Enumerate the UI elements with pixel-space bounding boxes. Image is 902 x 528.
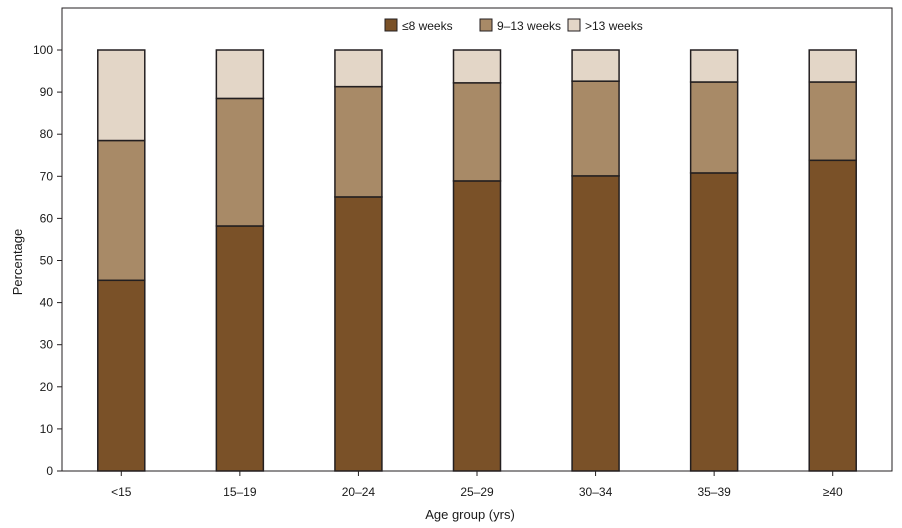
- y-tick-label: 50: [40, 254, 54, 268]
- bar-segment: [808, 159, 857, 472]
- bar-segment: [689, 49, 739, 83]
- bar-segment: [97, 279, 146, 472]
- legend-label: ≤8 weeks: [402, 19, 453, 33]
- bar-segment: [215, 49, 265, 100]
- bar-segment: [452, 49, 502, 84]
- bar-segment: [808, 81, 857, 162]
- x-tick-label: 25–29: [460, 485, 494, 499]
- y-tick-label: 70: [40, 169, 54, 183]
- bar-segment: [571, 49, 620, 82]
- bar-segment: [808, 49, 857, 83]
- x-tick-label: <15: [111, 485, 132, 499]
- y-tick-label: 40: [40, 296, 54, 310]
- legend-label: >13 weeks: [585, 19, 643, 33]
- x-axis: <15 15–19 20–24 25–29 30–34 35–39 ≥40: [111, 471, 843, 499]
- bar-segment: [452, 180, 502, 472]
- bar-segment: [215, 97, 265, 227]
- bar-segment: [334, 85, 383, 198]
- y-tick-label: 0: [46, 464, 53, 478]
- y-tick-label: 10: [40, 422, 54, 436]
- bar-segment: [97, 49, 146, 142]
- y-axis: 0 10 20 30 40 50 60 70 80 90 100: [33, 43, 62, 478]
- bars: [97, 49, 857, 472]
- bar-segment: [571, 175, 620, 472]
- y-tick-label: 90: [40, 85, 54, 99]
- x-tick-label: 35–39: [697, 485, 731, 499]
- y-tick-label: 80: [40, 127, 54, 141]
- legend-swatch: [384, 18, 398, 32]
- bar-segment: [452, 82, 502, 182]
- x-axis-title: Age group (yrs): [425, 507, 515, 522]
- x-tick-label: 20–24: [342, 485, 376, 499]
- legend-swatch: [479, 18, 493, 32]
- y-axis-title: Percentage: [10, 229, 25, 296]
- y-tick-label: 100: [33, 43, 53, 57]
- y-tick-label: 60: [40, 211, 54, 225]
- legend-swatch: [567, 18, 581, 32]
- bar-segment: [97, 139, 146, 282]
- y-tick-label: 20: [40, 380, 54, 394]
- bar-segment: [689, 81, 739, 174]
- x-tick-label: 15–19: [223, 485, 257, 499]
- bar-segment: [215, 225, 265, 472]
- legend: ≤8 weeks 9–13 weeks >13 weeks: [384, 18, 643, 33]
- y-tick-label: 30: [40, 338, 54, 352]
- legend-label: 9–13 weeks: [497, 19, 561, 33]
- bar-segment: [334, 196, 383, 472]
- bar-segment: [571, 80, 620, 177]
- x-tick-label: ≥40: [823, 485, 843, 499]
- bar-segment: [689, 172, 739, 472]
- x-tick-label: 30–34: [579, 485, 613, 499]
- bar-segment: [334, 49, 383, 88]
